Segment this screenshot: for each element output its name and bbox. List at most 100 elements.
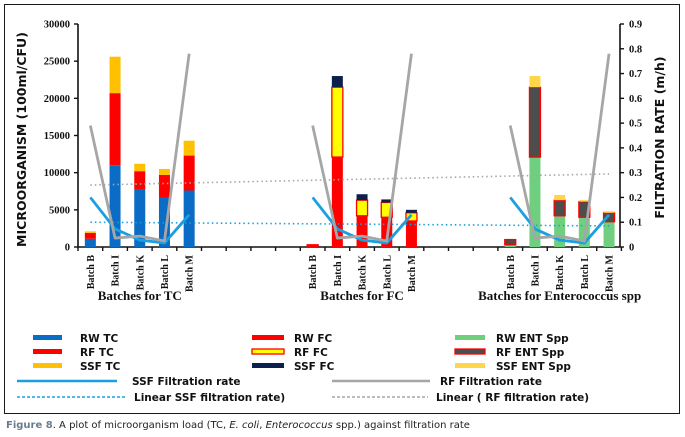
x-category-label: Batch I — [111, 255, 122, 287]
y-right-tick-label: 0.3 — [629, 168, 642, 179]
y-right-tick-label: 0 — [629, 243, 634, 254]
x-category-label: Batch M — [407, 254, 418, 292]
legend-swatch — [251, 348, 285, 355]
bar-segment — [504, 244, 516, 247]
y-left-tick-label: 25000 — [44, 57, 70, 68]
bar-segment — [134, 189, 146, 247]
legend-label: RW ENT Spp — [496, 333, 569, 345]
y-left-tick-label: 0 — [65, 243, 70, 254]
legend-label: SSF TC — [80, 361, 121, 373]
legend-label: SSF FC — [294, 361, 335, 373]
legend-swatch — [455, 363, 485, 368]
legend-swatch — [455, 335, 485, 340]
x-category-label: Batch L — [160, 255, 171, 290]
legend-label: RF Filtration rate — [440, 376, 542, 388]
bar-segment — [158, 197, 170, 247]
legend-swatch — [33, 335, 62, 340]
legend-label: Linear SSF filtration rate) — [134, 392, 285, 404]
caption-figure-number: Figure 8 — [6, 420, 53, 431]
y-left-tick-label: 15000 — [44, 131, 70, 142]
y-right-tick-label: 0.5 — [629, 119, 642, 130]
y-right-axis-title: FILTRATION RATE (m/h) — [652, 56, 667, 218]
bar-segment — [134, 163, 146, 172]
bar-segment — [381, 199, 393, 203]
bar-segment — [554, 215, 566, 247]
bar-segment — [529, 76, 541, 88]
y-left-tick-label: 20000 — [44, 94, 70, 105]
x-category-label: Batch I — [530, 255, 541, 287]
x-category-label: Batch M — [605, 254, 616, 292]
bar-segment — [306, 244, 319, 247]
x-category-label: Batch K — [135, 255, 146, 291]
x-category-label: Batch B — [308, 255, 319, 290]
figure-caption: Figure 8. A plot of microorganism load (… — [6, 420, 470, 431]
legend-label: RF TC — [80, 347, 114, 359]
bar-segment — [355, 199, 369, 217]
bar-segment — [578, 200, 590, 202]
x-category-label: Batch I — [333, 255, 344, 287]
bar-segment — [554, 194, 566, 201]
bar-segment — [84, 238, 96, 247]
bar-segment — [405, 209, 417, 213]
legend-label: SSF Filtration rate — [132, 376, 241, 388]
x-category-label: Batch L — [382, 255, 393, 290]
group-label: Batches for TC — [98, 288, 182, 303]
bar-segment — [183, 140, 195, 156]
legend-swatch — [252, 363, 284, 368]
legend-label: RW TC — [80, 333, 118, 345]
y-left-tick-label: 5000 — [49, 205, 70, 216]
filtration-rate-line — [508, 53, 611, 243]
group-label: Batches for FC — [320, 288, 404, 303]
x-category-label: Batch M — [185, 254, 196, 292]
legend-swatch — [33, 349, 62, 354]
x-category-label: Batch L — [580, 255, 591, 290]
bar-segment — [331, 86, 344, 158]
bar-segment — [529, 157, 541, 247]
y-right-tick-label: 0.1 — [629, 218, 642, 229]
legend-swatch — [33, 363, 62, 368]
bar-segment — [528, 86, 542, 158]
caption-text: , — [259, 420, 266, 431]
bar-segment — [405, 220, 417, 247]
caption-text: spp.) against filtration rate — [332, 420, 470, 431]
caption-italic: E. coli — [229, 420, 260, 431]
y-right-tick-label: 0.9 — [629, 20, 642, 31]
bar-segment — [158, 168, 170, 175]
x-category-label: Batch B — [86, 255, 97, 290]
caption-italic: Enterococcus — [265, 420, 333, 431]
legend-label: RF ENT Spp — [496, 347, 565, 359]
filtration-rate-line — [509, 196, 611, 245]
bar-segment — [134, 171, 146, 190]
filtration-rate-line — [311, 53, 413, 243]
x-category-label: Batch K — [358, 255, 369, 291]
legend-label: Linear ( RF filtration rate) — [436, 392, 589, 404]
y-left-axis-title: MICROORGANISM (100ml/CFU) — [14, 32, 29, 247]
group-label: Batches for Enterococcus spp — [478, 288, 641, 303]
trendline — [90, 221, 610, 227]
bar-segment — [356, 194, 368, 201]
bar-segment — [504, 238, 517, 246]
caption-text: . A plot of microorganism load (TC, — [52, 420, 230, 431]
y-right-tick-label: 0.8 — [629, 44, 642, 55]
bar-segment — [183, 155, 195, 191]
filtration-rate-line — [88, 53, 191, 243]
legend-swatch — [454, 348, 486, 355]
x-category-label: Batch K — [555, 255, 566, 291]
legend-label: RW FC — [294, 333, 332, 345]
y-right-tick-label: 0.6 — [629, 94, 642, 105]
figure-frame — [4, 4, 680, 414]
bar-segment — [356, 215, 368, 247]
y-left-tick-label: 10000 — [44, 168, 70, 179]
bar-segment — [603, 211, 615, 213]
legend-swatch — [252, 335, 284, 340]
bar-segment — [331, 157, 343, 247]
y-right-tick-label: 0.2 — [629, 193, 642, 204]
bar-segment — [109, 165, 121, 247]
bar-segment — [603, 221, 615, 247]
y-right-tick-label: 0.7 — [629, 69, 642, 80]
filtration-rate-line — [89, 196, 191, 245]
chart-svg: 0 5000 10000 15000 20000 25000 30000 0 0.1 0.2 0.3… — [14, 20, 667, 405]
legend-label: RF FC — [294, 347, 328, 359]
filtration-rate-line — [311, 196, 413, 245]
bar-segment — [158, 174, 170, 198]
